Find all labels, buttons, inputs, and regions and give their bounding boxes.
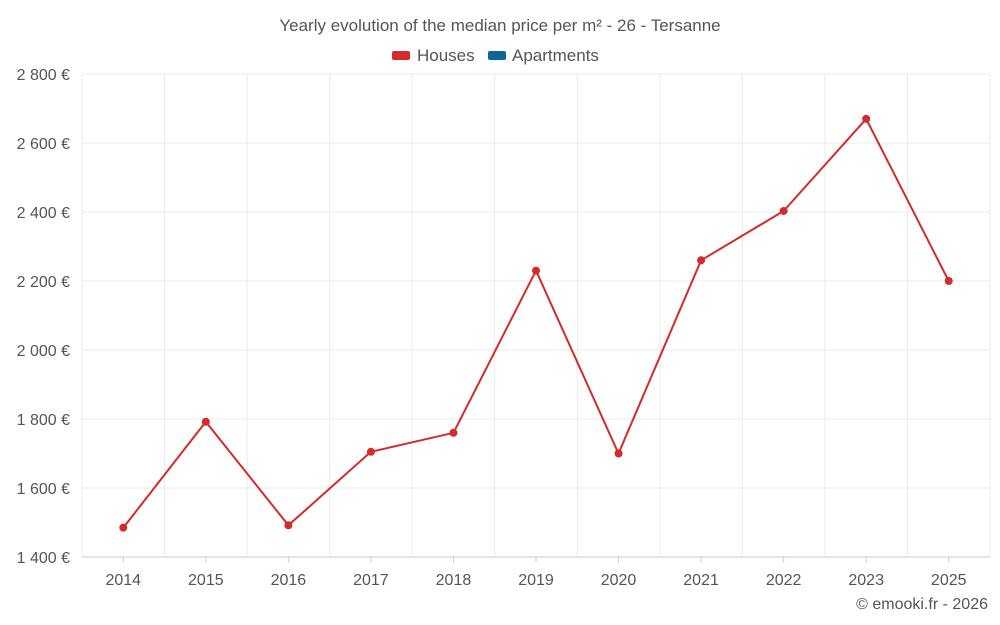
x-tick-label: 2016 xyxy=(271,572,307,589)
y-tick-label: 1 800 € xyxy=(17,412,70,429)
y-tick-label: 2 400 € xyxy=(17,205,70,222)
legend-swatch-apartments xyxy=(488,51,506,60)
x-tick-label: 2018 xyxy=(436,572,472,589)
x-tick-label: 2017 xyxy=(353,572,389,589)
data-point-houses[interactable] xyxy=(366,447,375,456)
data-point-houses[interactable] xyxy=(119,523,128,532)
legend-item-houses[interactable]: Houses xyxy=(392,46,475,65)
data-point-houses[interactable] xyxy=(284,521,293,530)
legend-item-apartments[interactable]: Apartments xyxy=(488,46,599,65)
x-tick-label: 2023 xyxy=(848,572,884,589)
data-point-houses[interactable] xyxy=(862,114,871,123)
data-point-houses[interactable] xyxy=(201,417,210,426)
y-tick-label: 1 400 € xyxy=(17,550,70,567)
legend-label-apartments: Apartments xyxy=(512,46,599,65)
y-tick-label: 2 000 € xyxy=(17,343,70,360)
legend-swatch-houses xyxy=(392,51,410,60)
x-tick-label: 2021 xyxy=(683,572,719,589)
data-point-houses[interactable] xyxy=(944,277,953,285)
series-layer xyxy=(119,114,953,532)
grid xyxy=(81,73,991,557)
y-tick-label: 2 600 € xyxy=(17,136,70,153)
x-tick-label: 2025 xyxy=(931,572,967,589)
y-tick-label: 2 800 € xyxy=(17,67,70,84)
data-point-houses[interactable] xyxy=(532,266,540,275)
data-point-houses[interactable] xyxy=(697,256,706,265)
y-tick-label: 2 200 € xyxy=(17,274,70,291)
y-tick-label: 1 600 € xyxy=(17,481,70,498)
credit-text: © emooki.fr - 2026 xyxy=(856,596,988,613)
x-tick-label: 2014 xyxy=(105,572,141,589)
data-point-houses[interactable] xyxy=(779,206,788,215)
x-tick-label: 2022 xyxy=(766,572,802,589)
x-tick-label: 2020 xyxy=(601,572,637,589)
data-point-houses[interactable] xyxy=(614,449,623,458)
x-tick-label: 2019 xyxy=(518,572,554,589)
axes: 1 400 € 1 600 € 1 800 € 2 000 € 2 200 € 2 400… xyxy=(17,67,990,589)
legend[interactable]: Houses Apartments xyxy=(392,46,599,65)
data-point-houses[interactable] xyxy=(449,428,458,437)
legend-label-houses: Houses xyxy=(417,46,475,65)
chart-title: Yearly evolution of the median price per… xyxy=(279,16,720,35)
x-tick-label: 2015 xyxy=(188,572,224,589)
